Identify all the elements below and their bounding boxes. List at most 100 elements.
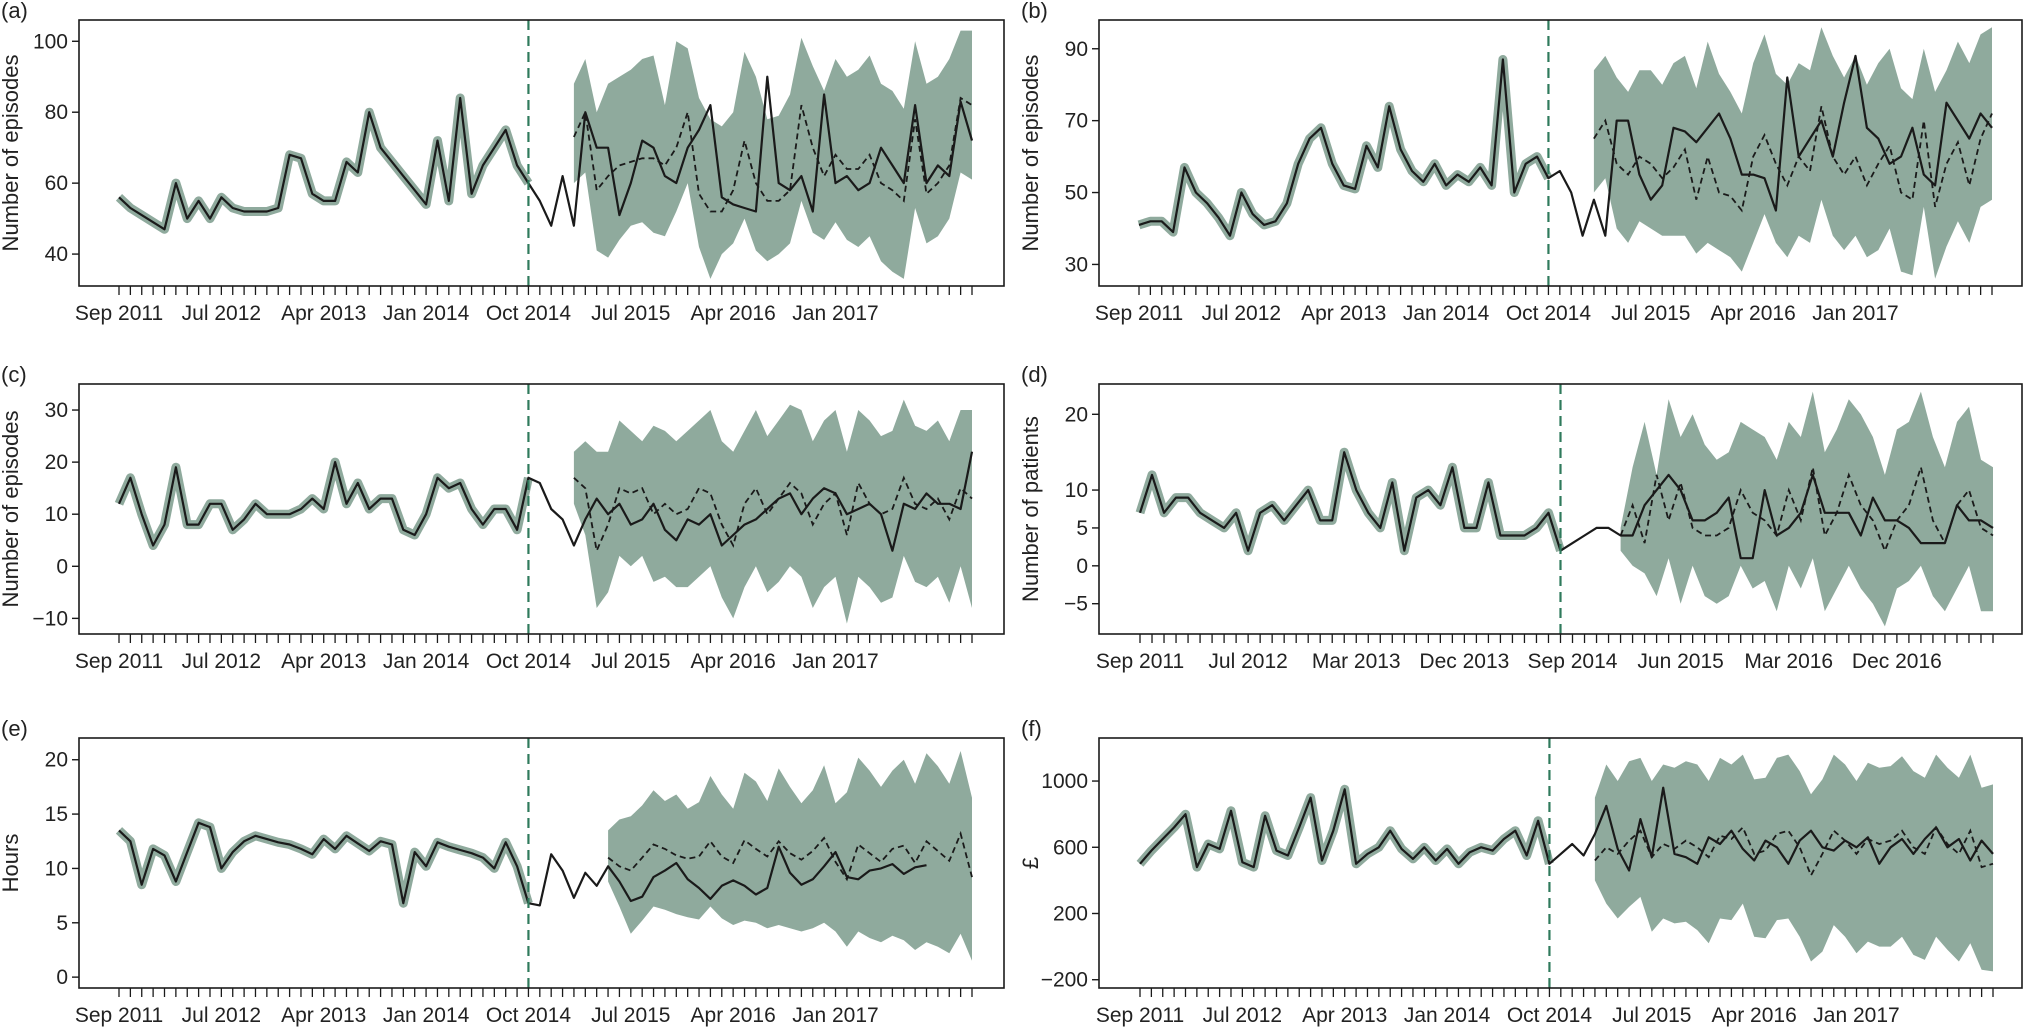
panel-label: (b) (1021, 0, 1048, 23)
observed-line (1139, 786, 1994, 872)
x-tick-label: Apr 2016 (691, 302, 776, 325)
y-tick-label: 200 (1053, 902, 1088, 925)
plot-frame (78, 19, 1005, 287)
x-tick-label: Sep 2011 (75, 302, 163, 325)
x-tick-label: Oct 2014 (486, 1004, 572, 1027)
y-tick-label: 50 (1065, 182, 1088, 205)
y-axis-label: Number of episodes (1018, 55, 1043, 252)
y-tick-label: 10 (45, 503, 68, 526)
y-tick-label: 0 (1076, 555, 1088, 578)
x-tick-label: Apr 2016 (1711, 302, 1796, 325)
panel-b: 30 50 70 90 Sep 2011 Jul 2012 Apr 2013 Jan 2014… (1018, 0, 2023, 325)
confidence-band (573, 30, 972, 279)
x-tick-label: Jan 2017 (792, 302, 878, 325)
plot-frame (1098, 19, 2023, 287)
y-tick-label: 15 (45, 803, 68, 826)
fit-band-pre (1137, 55, 1553, 241)
y-tick-label: 40 (45, 243, 68, 266)
x-tick-label: Jan 2014 (1403, 302, 1490, 325)
observed-line (1138, 451, 1994, 560)
y-tick-label: 5 (1076, 517, 1088, 540)
x-tick-label: Jul 2015 (591, 650, 670, 673)
y-tick-label: 10 (45, 857, 68, 880)
x-tick-label: Jul 2015 (591, 1004, 670, 1027)
x-tick-label: Jan 2017 (792, 1004, 878, 1027)
x-tick-label: Jul 2012 (182, 302, 261, 325)
x-tick-label: Oct 2014 (486, 302, 572, 325)
y-tick-label: 20 (45, 451, 68, 474)
x-tick-label: Jul 2015 (1612, 1004, 1691, 1027)
x-tick-label: Jul 2015 (1611, 302, 1690, 325)
x-tick-label: Jan 2014 (383, 302, 470, 325)
x-tick-label: Jul 2012 (182, 1004, 261, 1027)
y-tick-label: 80 (45, 101, 68, 124)
panel-c: −10 0 10 20 30 Sep 2011 Jul 2012 Apr 2013 Jan 20… (0, 362, 1005, 673)
y-axis-label: Hours (0, 834, 23, 893)
x-tick-label: Apr 2013 (281, 650, 366, 673)
x-tick-label: Jul 2012 (1208, 650, 1287, 673)
panel-label: (a) (1, 0, 28, 23)
confidence-band (1620, 391, 1993, 627)
y-axis-label: £ (1018, 857, 1043, 869)
observed-line (118, 821, 927, 907)
panel-label: (e) (1, 716, 28, 741)
y-tick-label: 20 (45, 749, 68, 772)
y-axis-label: Number of episodes (0, 411, 23, 608)
panel-a: 40 60 80 100 Sep 2011 Jul 2012 Apr 2013 Jan 201… (0, 0, 1005, 325)
x-tick-label: Sep 2014 (1528, 650, 1618, 673)
x-tick-label: Mar 2016 (1744, 650, 1833, 673)
panel-label: (c) (1, 362, 27, 387)
x-tick-label: Oct 2014 (486, 650, 572, 673)
panel-f: −200 200 600 1000 Sep 2011 Jul 2012 Apr 2013 Ja… (1018, 716, 2023, 1027)
confidence-band (573, 399, 972, 624)
fit-band-pre (1135, 447, 1565, 556)
observed-line (117, 451, 974, 552)
x-tick-label: Jul 2012 (182, 650, 261, 673)
x-tick-label: Dec 2013 (1419, 650, 1509, 673)
y-tick-label: −200 (1041, 969, 1088, 992)
confidence-band (1594, 754, 1993, 972)
panel-d: −5 0 5 10 20 Sep 2011 Jul 2012 Mar 2013 Dec 2013… (1018, 362, 2023, 673)
x-tick-label: Sep 2011 (75, 650, 163, 673)
x-tick-label: Jan 2017 (1812, 302, 1898, 325)
panel-e: 0 5 10 15 20 Sep 2011 Jul 2012 Apr 2013 Jan 2014… (0, 716, 1005, 1027)
y-tick-label: 90 (1065, 38, 1088, 61)
forecast-line (573, 96, 973, 213)
observed-line (1138, 54, 1993, 237)
x-tick-label: Jan 2017 (792, 650, 878, 673)
confidence-band (608, 751, 972, 961)
x-tick-label: Dec 2016 (1852, 650, 1942, 673)
x-tick-label: Apr 2013 (281, 302, 366, 325)
y-tick-label: 0 (56, 555, 68, 578)
y-tick-label: 5 (56, 912, 68, 935)
x-tick-label: Jan 2014 (383, 650, 470, 673)
x-tick-label: Apr 2013 (281, 1004, 366, 1027)
y-tick-label: 30 (45, 399, 68, 422)
y-tick-label: 60 (45, 172, 68, 195)
x-tick-label: Jan 2017 (1813, 1004, 1899, 1027)
plot-frame (78, 737, 1005, 989)
x-tick-label: Oct 2014 (1506, 302, 1592, 325)
x-tick-label: Jan 2014 (383, 1004, 470, 1027)
x-tick-label: Apr 2016 (1712, 1004, 1797, 1027)
y-tick-label: 1000 (1041, 770, 1088, 793)
x-tick-label: Jul 2012 (1202, 302, 1281, 325)
x-tick-label: Apr 2013 (1302, 1004, 1387, 1027)
y-tick-label: 100 (33, 30, 68, 53)
fit-band-pre (114, 457, 533, 550)
x-tick-label: Jun 2015 (1637, 650, 1723, 673)
x-tick-label: Mar 2013 (1312, 650, 1401, 673)
panel-label: (f) (1021, 716, 1042, 741)
x-tick-label: Oct 2014 (1507, 1004, 1593, 1027)
x-tick-label: Sep 2011 (75, 1004, 163, 1027)
forecast-line (1593, 106, 1993, 213)
y-tick-label: 30 (1065, 253, 1088, 276)
x-tick-label: Apr 2016 (691, 1004, 776, 1027)
plot-frame (78, 383, 1005, 635)
y-tick-label: −10 (32, 607, 68, 630)
x-tick-label: Apr 2016 (691, 650, 776, 673)
y-tick-label: 0 (56, 966, 68, 989)
x-tick-label: Sep 2011 (1096, 1004, 1184, 1027)
